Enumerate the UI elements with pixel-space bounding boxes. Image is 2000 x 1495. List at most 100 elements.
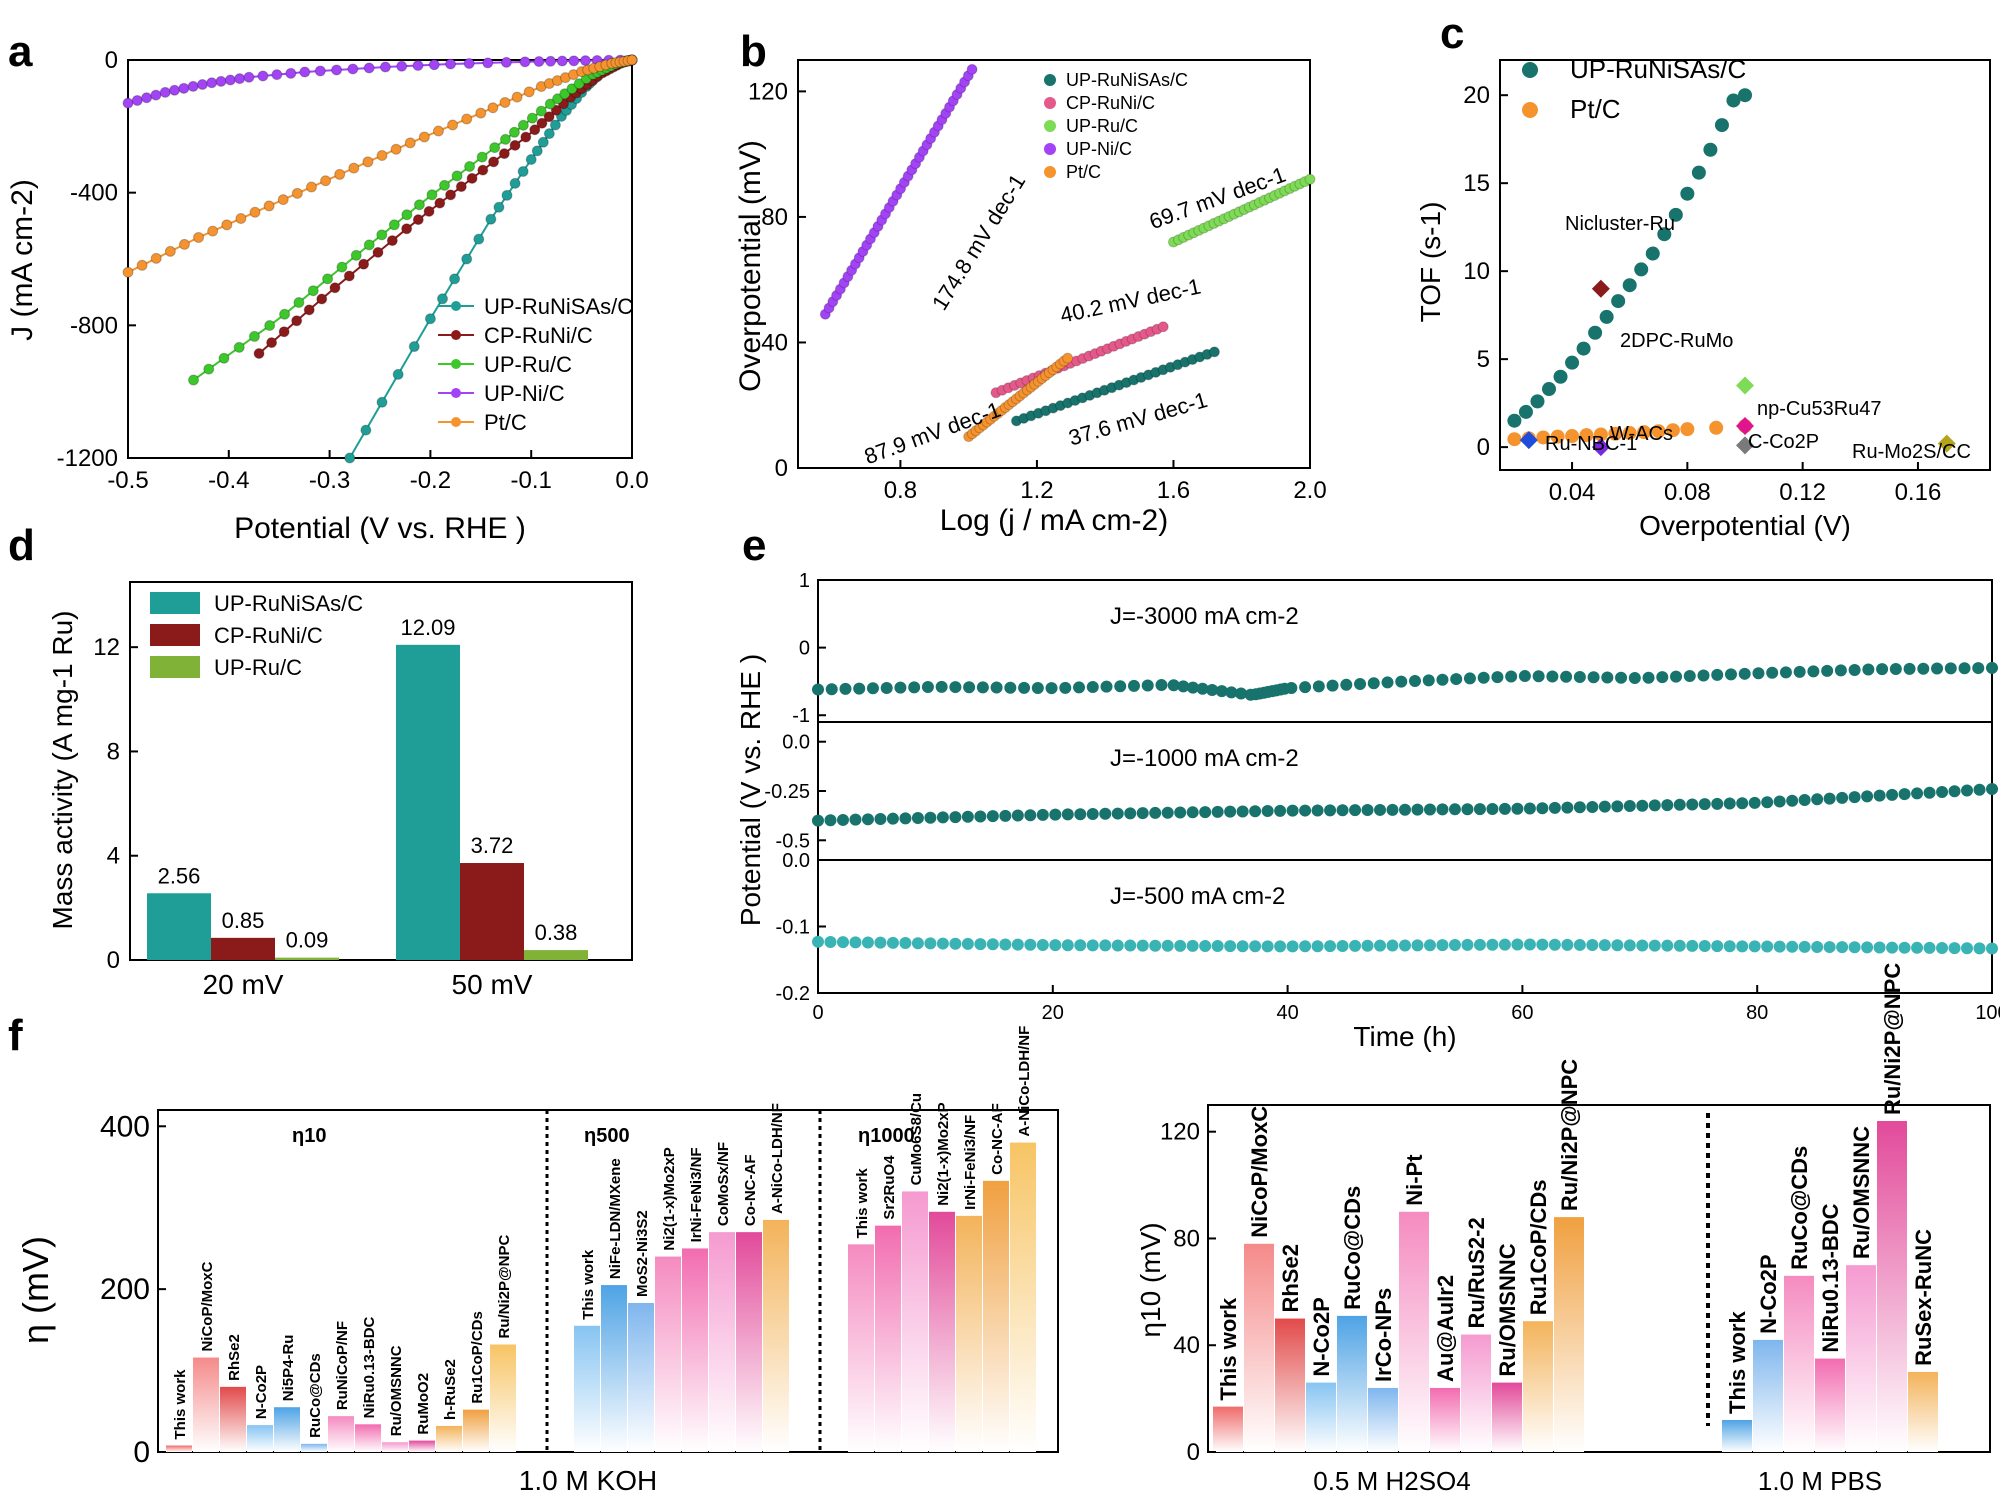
bar: [166, 1445, 192, 1452]
y-tick-label: 0: [107, 947, 120, 974]
data-point: [1354, 678, 1367, 691]
data-point: [874, 812, 887, 825]
data-point: [451, 170, 463, 182]
data-point: [1622, 426, 1637, 441]
data-point: [949, 937, 962, 950]
x-tick-label: -0.2: [410, 467, 451, 494]
data-point: [1062, 352, 1074, 364]
data-point: [249, 206, 261, 218]
data-point: [1299, 804, 1312, 817]
data-point: [1636, 799, 1649, 812]
data-point: [1637, 425, 1652, 440]
y-tick-label: -800: [70, 312, 118, 339]
y-tick-label: 5: [1477, 346, 1490, 373]
data-point: [963, 681, 976, 694]
data-point: [1059, 681, 1072, 694]
legend-marker: [451, 301, 461, 311]
data-point: [509, 177, 521, 189]
legend-label: UP-RuNiSAs/C: [214, 591, 363, 616]
data-point: [1174, 939, 1187, 952]
data-point: [1593, 427, 1608, 442]
bar: [382, 1442, 408, 1452]
bar-name-label: RhSe2: [226, 1334, 243, 1381]
bar-name-label: Sr2RuO4: [881, 1155, 898, 1220]
data-point: [1611, 294, 1626, 309]
data-point: [299, 66, 311, 78]
data-point: [1211, 805, 1224, 818]
data-point: [1598, 939, 1611, 952]
legend-marker: [1044, 166, 1056, 178]
data-point: [1061, 808, 1074, 821]
data-point: [1155, 679, 1168, 692]
data-point: [1211, 940, 1224, 953]
data-point: [1491, 671, 1504, 684]
data-point: [529, 124, 541, 136]
data-point: [1215, 685, 1228, 698]
y-tick-label: 120: [748, 78, 788, 105]
data-point: [1622, 278, 1637, 293]
data-point: [1374, 803, 1387, 816]
data-point: [266, 337, 278, 349]
x-category-label: 20 mV: [203, 969, 284, 1000]
data-point: [531, 145, 543, 157]
bar-name-label: RuCo@CDs: [307, 1353, 324, 1438]
data-point: [1336, 939, 1349, 952]
data-point: [1565, 355, 1580, 370]
panel-label-c: c: [1440, 9, 1464, 58]
data-point: [445, 189, 457, 201]
data-point: [1738, 88, 1752, 103]
data-point: [566, 83, 578, 95]
data-point: [1576, 341, 1591, 356]
data-point: [1518, 670, 1531, 683]
bar-name-label: This work: [1725, 1311, 1750, 1414]
ref-label: 2DPC-RuMo: [1620, 330, 1733, 352]
data-point: [839, 682, 852, 695]
data-point: [234, 73, 246, 85]
bar: [1815, 1358, 1845, 1452]
bar-name-label: Ru/OMSNNC: [1495, 1243, 1520, 1376]
subplot-label: J=-3000 mA cm-2: [1110, 603, 1299, 630]
subplot-label: J=-1000 mA cm-2: [1110, 745, 1299, 772]
data-point: [1536, 938, 1549, 951]
data-point: [1761, 940, 1774, 953]
ref-label: np-Cu53Ru47: [1757, 398, 1882, 420]
y-axis-label: Potential (V vs. RHE ): [735, 654, 766, 926]
data-point: [999, 938, 1012, 951]
data-point: [1086, 939, 1099, 952]
bar-name-label: NiCoP/MoxC: [199, 1261, 216, 1351]
data-point: [508, 126, 520, 138]
legend-marker: [451, 388, 461, 398]
y-tick-label: 15: [1463, 170, 1490, 197]
y-tick-label: 12: [93, 634, 120, 661]
data-point: [1793, 665, 1806, 678]
data-point: [1886, 788, 1899, 801]
data-point: [812, 814, 824, 827]
data-point: [1873, 789, 1886, 802]
data-point: [401, 209, 413, 221]
bar: [628, 1302, 654, 1452]
x-tick-label: 0.16: [1895, 479, 1942, 506]
bar: [460, 863, 524, 960]
data-point: [1588, 325, 1603, 340]
data-point: [1136, 807, 1149, 820]
bar: [763, 1219, 789, 1452]
data-point: [1936, 942, 1949, 955]
x-tick-label: -0.4: [208, 467, 249, 494]
y-tick-label: 0: [1477, 434, 1490, 461]
data-point: [1628, 671, 1641, 684]
data-point: [1709, 420, 1724, 435]
bar-name-label: IrNi-FeNi3/NF: [688, 1147, 705, 1242]
y-tick-label: -0.1: [776, 917, 810, 939]
data-point: [1045, 682, 1058, 695]
y-tick-label: 400: [100, 1110, 150, 1143]
data-point: [1336, 804, 1349, 817]
legend-label: UP-RuNiSAs/C: [1066, 70, 1188, 90]
data-point: [1773, 795, 1786, 808]
data-point: [1561, 938, 1574, 951]
data-point: [966, 63, 978, 75]
data-point: [1174, 806, 1187, 819]
data-point: [1225, 686, 1238, 699]
bar-value-label: 3.72: [471, 833, 514, 858]
data-point: [482, 57, 494, 69]
